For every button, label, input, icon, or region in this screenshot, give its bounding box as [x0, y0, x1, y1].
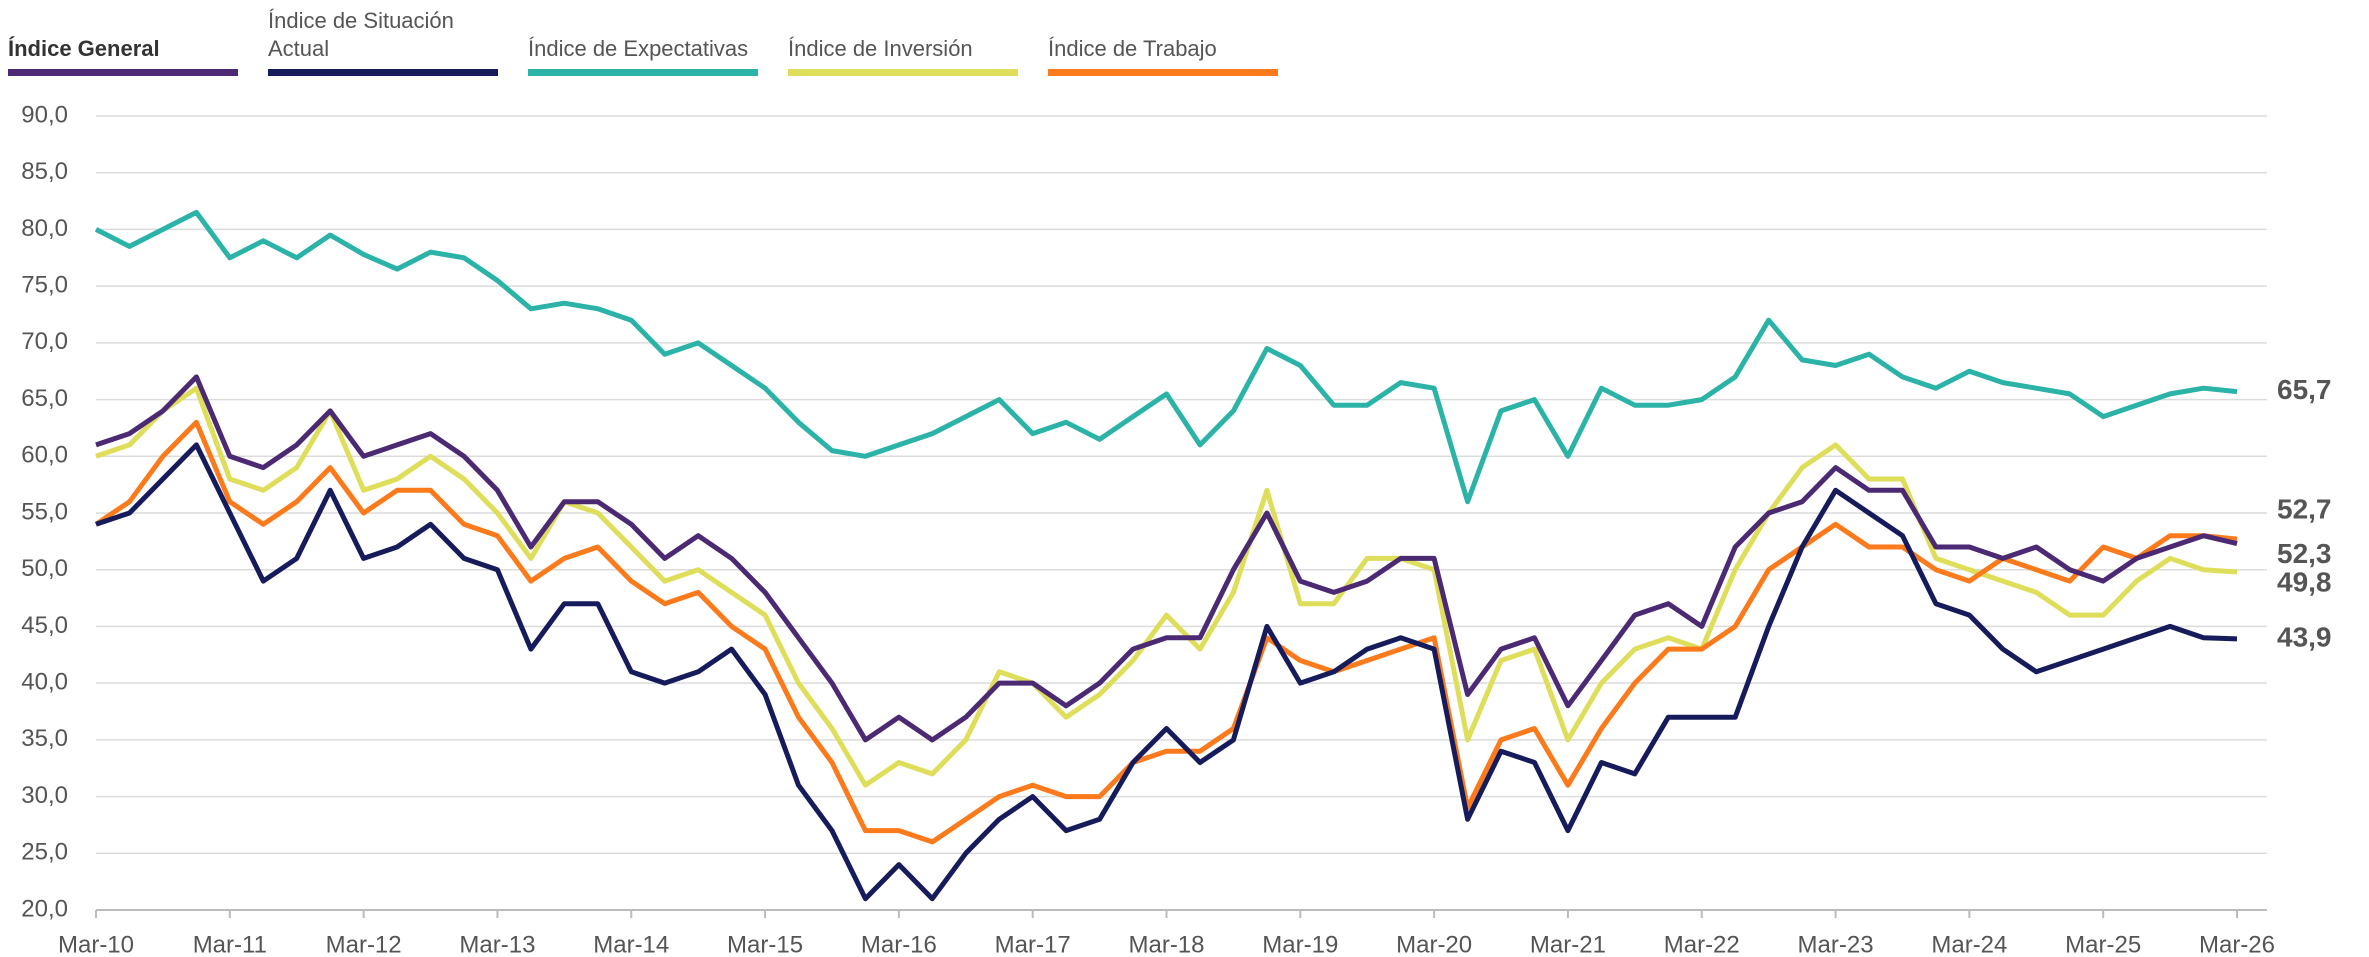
x-tick-label: Mar-14: [593, 931, 669, 957]
legend-item: Índice General: [8, 35, 238, 76]
x-tick-label: Mar-10: [58, 931, 134, 957]
legend-item: Índice de Expectativas: [528, 35, 758, 76]
end-label: 52,7: [2277, 493, 2332, 524]
legend-swatch: [8, 69, 238, 76]
x-tick-label: Mar-23: [1798, 931, 1874, 957]
x-tick-label: Mar-26: [2199, 931, 2275, 957]
series-line: [94, 419, 2238, 845]
x-tick-label: Mar-13: [459, 931, 535, 957]
x-tick-label: Mar-11: [193, 931, 267, 957]
end-label: 52,3: [2277, 538, 2332, 569]
x-tick-label: Mar-17: [995, 931, 1071, 957]
legend-label: Índice de Expectativas: [528, 36, 749, 61]
y-tick-label: 20,0: [21, 895, 68, 922]
legend-label: Índice de Situación Actual: [268, 8, 454, 61]
y-tick-label: 80,0: [21, 215, 68, 242]
y-tick-label: 75,0: [21, 271, 68, 298]
series-line: [95, 442, 2238, 902]
legend: Índice General Índice de Situación Actual…: [8, 4, 1308, 76]
legend-swatch: [1048, 69, 1278, 76]
x-tick-label: Mar-21: [1530, 931, 1606, 957]
y-tick-label: 50,0: [21, 555, 68, 582]
legend-label: Índice de Inversión: [788, 36, 973, 61]
y-tick-label: 35,0: [21, 725, 68, 752]
series-line: [95, 374, 2238, 743]
x-tick-label: Mar-22: [1664, 931, 1740, 957]
end-label: 43,9: [2277, 621, 2332, 652]
x-tick-label: Mar-24: [1931, 931, 2007, 957]
x-tick-label: Mar-18: [1128, 931, 1204, 957]
y-tick-label: 25,0: [21, 839, 68, 866]
x-tick-label: Mar-15: [727, 931, 803, 957]
y-tick-label: 45,0: [21, 612, 68, 639]
legend-item: Índice de Inversión: [788, 35, 1018, 76]
legend-label: Índice de Trabajo: [1048, 36, 1217, 61]
x-tick-label: Mar-19: [1262, 931, 1338, 957]
y-tick-label: 85,0: [21, 158, 68, 185]
x-tick-label: Mar-16: [861, 931, 937, 957]
x-tick-label: Mar-20: [1396, 931, 1472, 957]
legend-swatch: [268, 69, 498, 76]
x-tick-label: Mar-25: [2065, 931, 2141, 957]
legend-item: Índice de Situación Actual: [268, 7, 498, 76]
legend-swatch: [528, 69, 758, 76]
legend-swatch: [788, 69, 1018, 76]
y-tick-label: 65,0: [21, 385, 68, 412]
series-line: [95, 385, 2238, 788]
y-tick-label: 40,0: [21, 668, 68, 695]
end-label: 65,7: [2277, 374, 2332, 405]
end-label: 49,8: [2277, 566, 2332, 597]
y-tick-label: 60,0: [21, 442, 68, 469]
y-tick-label: 55,0: [21, 498, 68, 525]
y-tick-label: 90,0: [21, 101, 68, 128]
legend-item: Índice de Trabajo: [1048, 35, 1278, 76]
series-line: [94, 209, 2238, 505]
x-tick-label: Mar-12: [326, 931, 402, 957]
y-tick-label: 30,0: [21, 782, 68, 809]
y-tick-label: 70,0: [21, 328, 68, 355]
legend-label: Índice General: [8, 36, 160, 61]
